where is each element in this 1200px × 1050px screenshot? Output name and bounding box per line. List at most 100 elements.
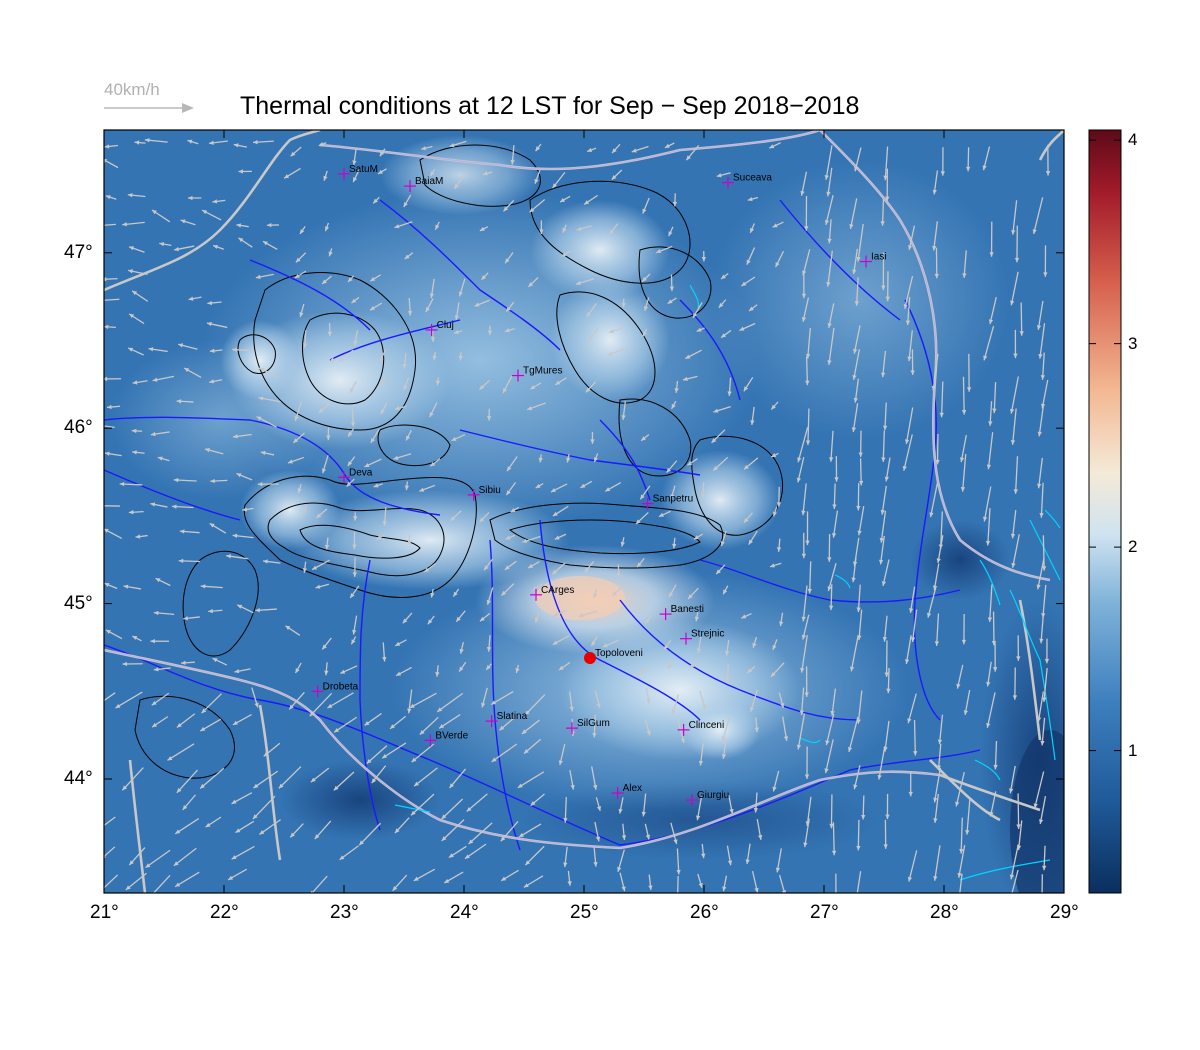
wind-vector	[635, 511, 649, 525]
wind-vector	[504, 328, 515, 333]
wind-vector	[856, 483, 861, 511]
wind-vector	[121, 767, 144, 791]
wind-vector	[464, 843, 487, 860]
wind-vector	[595, 797, 602, 812]
lat-tick-label: 46°	[64, 417, 93, 439]
wind-vector	[775, 848, 782, 873]
wind-vector	[905, 297, 911, 326]
wind-vector	[432, 351, 437, 361]
lon-tick-label: 27°	[810, 902, 839, 923]
wind-vector	[352, 168, 361, 183]
wind-vector	[321, 637, 332, 650]
wind-vector	[510, 145, 515, 165]
wind-vector	[131, 428, 143, 434]
wind-vector	[775, 250, 785, 268]
wind-vector	[104, 528, 123, 539]
station-label: TgMures	[523, 366, 562, 377]
wind-vector	[642, 328, 648, 337]
station-label: BVerde	[435, 730, 468, 741]
wind-vector	[235, 820, 255, 834]
wind-vector	[448, 768, 467, 789]
wind-vector	[490, 690, 514, 706]
wind-vector	[993, 740, 998, 770]
station-giurgiu: Giurgiu	[686, 790, 729, 807]
wind-vector	[393, 453, 412, 460]
wind-vector	[908, 771, 913, 797]
wind-vector	[364, 712, 382, 726]
wind-vector	[435, 665, 440, 677]
wind-vector	[294, 662, 302, 674]
wind-vector	[1016, 635, 1021, 661]
wind-vector	[346, 478, 355, 487]
wind-vector	[209, 379, 223, 384]
wind-vector	[828, 584, 834, 611]
wind-vector	[132, 380, 148, 385]
wind-vector	[552, 635, 570, 646]
wind-vector	[682, 375, 698, 382]
wind-vector	[227, 868, 248, 881]
wind-vector	[1009, 844, 1019, 880]
wind-vector	[174, 871, 200, 888]
wind-vector	[641, 273, 651, 283]
wind-vector	[697, 873, 703, 889]
wind-vector	[458, 352, 463, 361]
wind-vector	[328, 248, 333, 257]
wind-vector	[756, 818, 763, 840]
lon-tick-label: 21°	[90, 902, 119, 923]
wind-vector	[856, 223, 864, 262]
wind-vector	[452, 588, 460, 598]
wind-vector	[621, 298, 626, 308]
wind-vector	[753, 792, 759, 813]
wind-vector	[1040, 352, 1045, 380]
wind-vector	[153, 610, 175, 616]
wind-vector	[232, 533, 254, 539]
wind-vector	[957, 844, 966, 878]
wind-vector	[324, 222, 330, 232]
colorbar-tick-label: 2	[1128, 537, 1138, 557]
wind-vector	[256, 416, 277, 428]
wind-vector	[234, 668, 251, 674]
wind-vector	[176, 399, 194, 404]
colorbar-tick-label: 4	[1128, 130, 1138, 150]
wind-vector	[380, 379, 387, 387]
wind-vector	[854, 147, 862, 172]
wind-vector	[105, 195, 117, 200]
wind-vector	[150, 502, 168, 508]
wind-vector	[404, 252, 414, 260]
wind-vector	[805, 511, 810, 546]
wind-vector	[880, 198, 885, 226]
wind-vector	[167, 743, 195, 761]
wind-vector	[851, 403, 859, 433]
wind-vector	[750, 406, 755, 426]
wind-vector	[932, 170, 939, 195]
station-label: CArges	[541, 585, 574, 596]
wind-vector	[407, 297, 413, 316]
wind-vector	[700, 482, 706, 499]
wind-vector	[226, 554, 249, 560]
wind-vector	[676, 718, 685, 744]
wind-vector	[676, 848, 681, 875]
wind-vector	[1045, 144, 1051, 176]
wind-vector	[591, 766, 598, 790]
station-label: Giurgiu	[697, 790, 729, 801]
wind-vector	[534, 170, 541, 184]
wind-vector	[122, 661, 143, 667]
wind-vector	[960, 454, 967, 492]
wind-vector	[902, 434, 913, 471]
wind-vector	[429, 402, 438, 418]
wind-vector	[294, 270, 307, 279]
wind-vector	[419, 716, 439, 736]
wind-vector	[801, 483, 807, 516]
wind-vector	[772, 770, 780, 792]
wind-vector	[587, 326, 600, 342]
wind-vector	[209, 348, 223, 353]
wind-vector	[409, 692, 437, 709]
wind-vector	[878, 535, 885, 565]
wind-vector	[349, 585, 360, 599]
wind-vector	[403, 377, 410, 391]
wind-vector	[491, 743, 518, 763]
wind-vector	[594, 821, 601, 842]
wind-vector	[448, 845, 467, 859]
wind-vector	[407, 534, 412, 545]
